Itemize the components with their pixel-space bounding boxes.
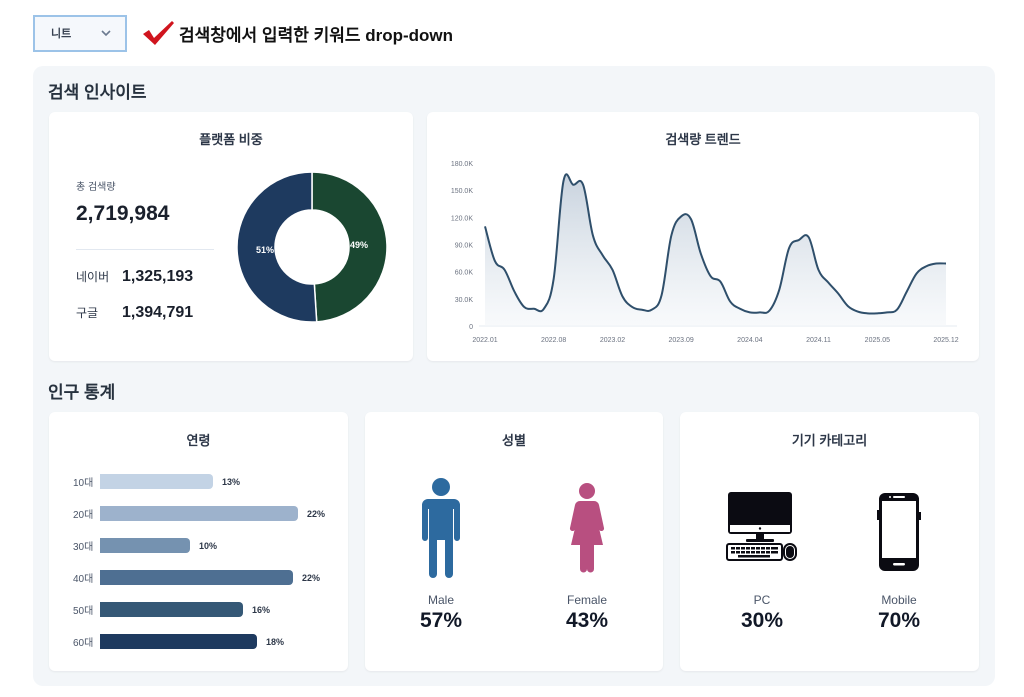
- female-icon: [569, 483, 605, 573]
- age-bar-row: 10대 13%: [49, 474, 348, 489]
- age-bar-row: 30대 10%: [49, 538, 348, 553]
- age-label: 30대: [73, 542, 94, 553]
- x-tick-label: 2022.08: [541, 337, 566, 344]
- divider: [76, 249, 214, 250]
- gender-card: 성별 Male 57% Female 43%: [365, 412, 663, 671]
- age-label: 60대: [73, 638, 94, 649]
- trend-area: [485, 174, 946, 326]
- x-tick-label: 2025.12: [933, 337, 958, 344]
- card-title: 기기 카테고리: [791, 433, 868, 448]
- stat-label: Mobile: [881, 593, 917, 607]
- device-stat-mobile: Mobile 70%: [839, 593, 959, 633]
- stat-value: 70%: [877, 609, 921, 632]
- x-tick-label: 2024.11: [806, 337, 831, 344]
- stat-value: 43%: [565, 609, 609, 632]
- card-title: 검색량 트렌드: [665, 132, 741, 147]
- platform-row-google: 구글 1,394,791: [76, 304, 193, 322]
- age-percent: 10%: [199, 540, 218, 551]
- device-stat-pc: PC 30%: [702, 593, 822, 633]
- age-percent: 22%: [302, 572, 321, 583]
- y-tick-label: 150.0K: [451, 188, 474, 195]
- age-percent: 13%: [222, 476, 241, 487]
- checkmark-icon: [143, 21, 174, 45]
- smartphone-icon: [877, 493, 921, 571]
- y-tick-label: 90.0K: [455, 243, 474, 250]
- total-search-value: 2,719,984: [76, 202, 170, 225]
- donut-label-naver: 51%: [256, 245, 274, 255]
- card-title: 성별: [502, 433, 526, 448]
- donut-segment: [311, 171, 388, 323]
- device-card: 기기 카테고리 PC 3: [680, 412, 979, 671]
- platform-name: 구글: [76, 306, 99, 320]
- keyword-dropdown[interactable]: 니트: [33, 14, 127, 52]
- platform-donut-chart: 51% 49%: [236, 171, 388, 323]
- y-tick-label: 0: [469, 324, 473, 331]
- section-title-demographics: 인구 통계: [48, 383, 116, 402]
- platform-value: 1,394,791: [122, 304, 194, 321]
- desktop-computer-icon: [726, 492, 797, 561]
- stat-label: PC: [753, 593, 771, 607]
- age-bar: [100, 570, 293, 585]
- platform-share-card: 플랫폼 비중 총 검색량 2,719,984 네이버 1,325,193 구글 …: [49, 112, 413, 361]
- annotation-text: 검색창에서 입력한 키워드 drop-down: [179, 25, 454, 45]
- top-bar: 니트 검색창에서 입력한 키워드 drop-down: [33, 14, 453, 52]
- total-search-label: 총 검색량: [76, 182, 116, 193]
- platform-name: 네이버: [76, 270, 110, 284]
- card-title: 연령: [186, 433, 211, 448]
- age-label: 10대: [73, 478, 94, 489]
- stat-value: 30%: [740, 609, 784, 632]
- age-bar: [100, 474, 213, 489]
- dashboard-panel: 검색 인사이트 플랫폼 비중 총 검색량 2,719,984 네이버 1,325…: [33, 66, 995, 686]
- age-bar-row: 50대 16%: [49, 602, 348, 617]
- annotation: 검색창에서 입력한 키워드 drop-down: [141, 19, 453, 47]
- age-bar: [100, 634, 257, 649]
- stat-label: Female: [566, 593, 607, 607]
- age-card: 연령 10대 13% 20대 22% 30대 10% 40대 22% 50대 16% 60대 18%: [49, 412, 348, 671]
- x-tick-label: 2023.09: [669, 337, 694, 344]
- chevron-down-icon: [101, 30, 111, 37]
- search-trend-card: 검색량 트렌드 0 30.0K 60.0K 90.0K 120.0K 150.0K 180.…: [427, 112, 979, 361]
- age-label: 20대: [73, 510, 94, 521]
- age-label: 40대: [73, 574, 94, 585]
- stat-label: Male: [427, 593, 454, 607]
- platform-value: 1,325,193: [122, 268, 194, 285]
- donut-label-google: 49%: [350, 240, 368, 250]
- search-trend-chart: 0 30.0K 60.0K 90.0K 120.0K 150.0K 180.0K 2022.…: [451, 161, 959, 344]
- x-tick-label: 2024.04: [737, 337, 762, 344]
- age-label: 50대: [73, 606, 94, 617]
- age-bar: [100, 538, 190, 553]
- male-icon: [422, 478, 460, 578]
- y-tick-label: 30.0K: [455, 297, 474, 304]
- age-bar-row: 60대 18%: [49, 634, 348, 649]
- age-bar-row: 40대 22%: [49, 570, 348, 585]
- y-tick-label: 60.0K: [455, 270, 474, 277]
- card-title: 플랫폼 비중: [199, 132, 263, 147]
- gender-stat-female: Female 43%: [527, 593, 647, 633]
- y-tick-label: 180.0K: [451, 161, 474, 168]
- age-percent: 22%: [307, 508, 326, 519]
- keyword-dropdown-value: 니트: [51, 28, 72, 40]
- x-tick-label: 2023.02: [600, 337, 625, 344]
- gender-stat-male: Male 57%: [381, 593, 501, 633]
- y-tick-label: 120.0K: [451, 215, 474, 222]
- x-axis: 2022.01 2022.08 2023.02 2023.09 2024.04 2024.…: [472, 337, 958, 344]
- x-tick-label: 2025.05: [865, 337, 890, 344]
- age-percent: 18%: [266, 636, 285, 647]
- stat-value: 57%: [419, 609, 463, 632]
- age-bar: [100, 602, 243, 617]
- age-percent: 16%: [252, 604, 271, 615]
- trend-line: [484, 173, 947, 315]
- section-title-search-insight: 검색 인사이트: [48, 83, 147, 102]
- x-tick-label: 2022.01: [472, 337, 497, 344]
- platform-row-naver: 네이버 1,325,193: [76, 268, 193, 286]
- donut-segment: [236, 171, 318, 323]
- age-bar-row: 20대 22%: [49, 506, 348, 521]
- y-axis: 0 30.0K 60.0K 90.0K 120.0K 150.0K 180.0K: [451, 161, 474, 331]
- age-bar: [100, 506, 298, 521]
